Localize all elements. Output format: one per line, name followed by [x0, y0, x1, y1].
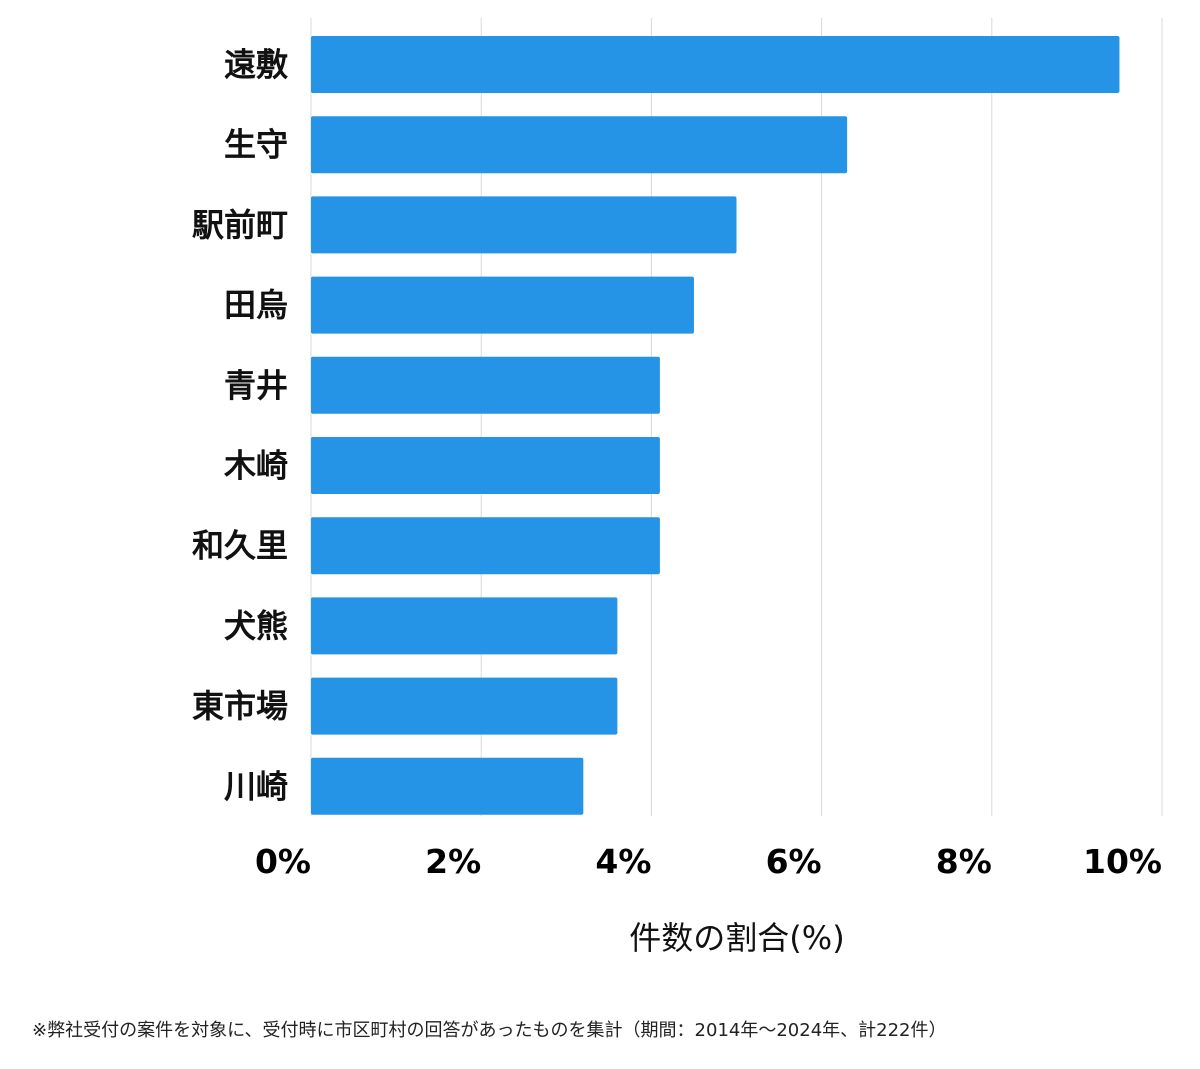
bar — [311, 276, 694, 334]
bar — [311, 36, 1120, 93]
x-tick-label: 6% — [766, 842, 822, 881]
category-label: 東市場 — [192, 687, 288, 725]
category-label: 青井 — [224, 366, 288, 404]
x-tick-label: 8% — [936, 842, 992, 881]
x-tick-label: 2% — [425, 842, 481, 881]
footnote: ※弊社受付の案件を対象に、受付時に市区町村の回答があったものを集計（期間：201… — [32, 1020, 947, 1041]
bar — [311, 597, 618, 655]
bar — [311, 757, 584, 815]
category-label: 生守 — [224, 126, 288, 164]
category-label: 川崎 — [224, 767, 288, 805]
category-label: 遠敷 — [224, 46, 288, 84]
category-label: 和久里 — [192, 527, 288, 565]
category-label: 駅前町 — [192, 206, 288, 244]
x-tick-label: 0% — [255, 842, 311, 881]
bar — [311, 196, 737, 254]
bar — [311, 437, 660, 494]
x-tick-label: 10% — [1083, 842, 1162, 881]
x-tick-labels: 0% 2% 4% 6% 8% 10% — [255, 842, 1162, 881]
bars — [311, 36, 1120, 815]
category-label: 木崎 — [223, 447, 288, 485]
bar — [311, 116, 848, 174]
x-axis-label: 件数の割合(%) — [629, 919, 845, 957]
bar — [311, 356, 660, 414]
bar — [311, 677, 618, 735]
category-label: 田烏 — [224, 286, 288, 324]
x-tick-label: 4% — [595, 842, 651, 881]
bar — [311, 517, 660, 575]
category-label: 犬熊 — [224, 607, 288, 645]
